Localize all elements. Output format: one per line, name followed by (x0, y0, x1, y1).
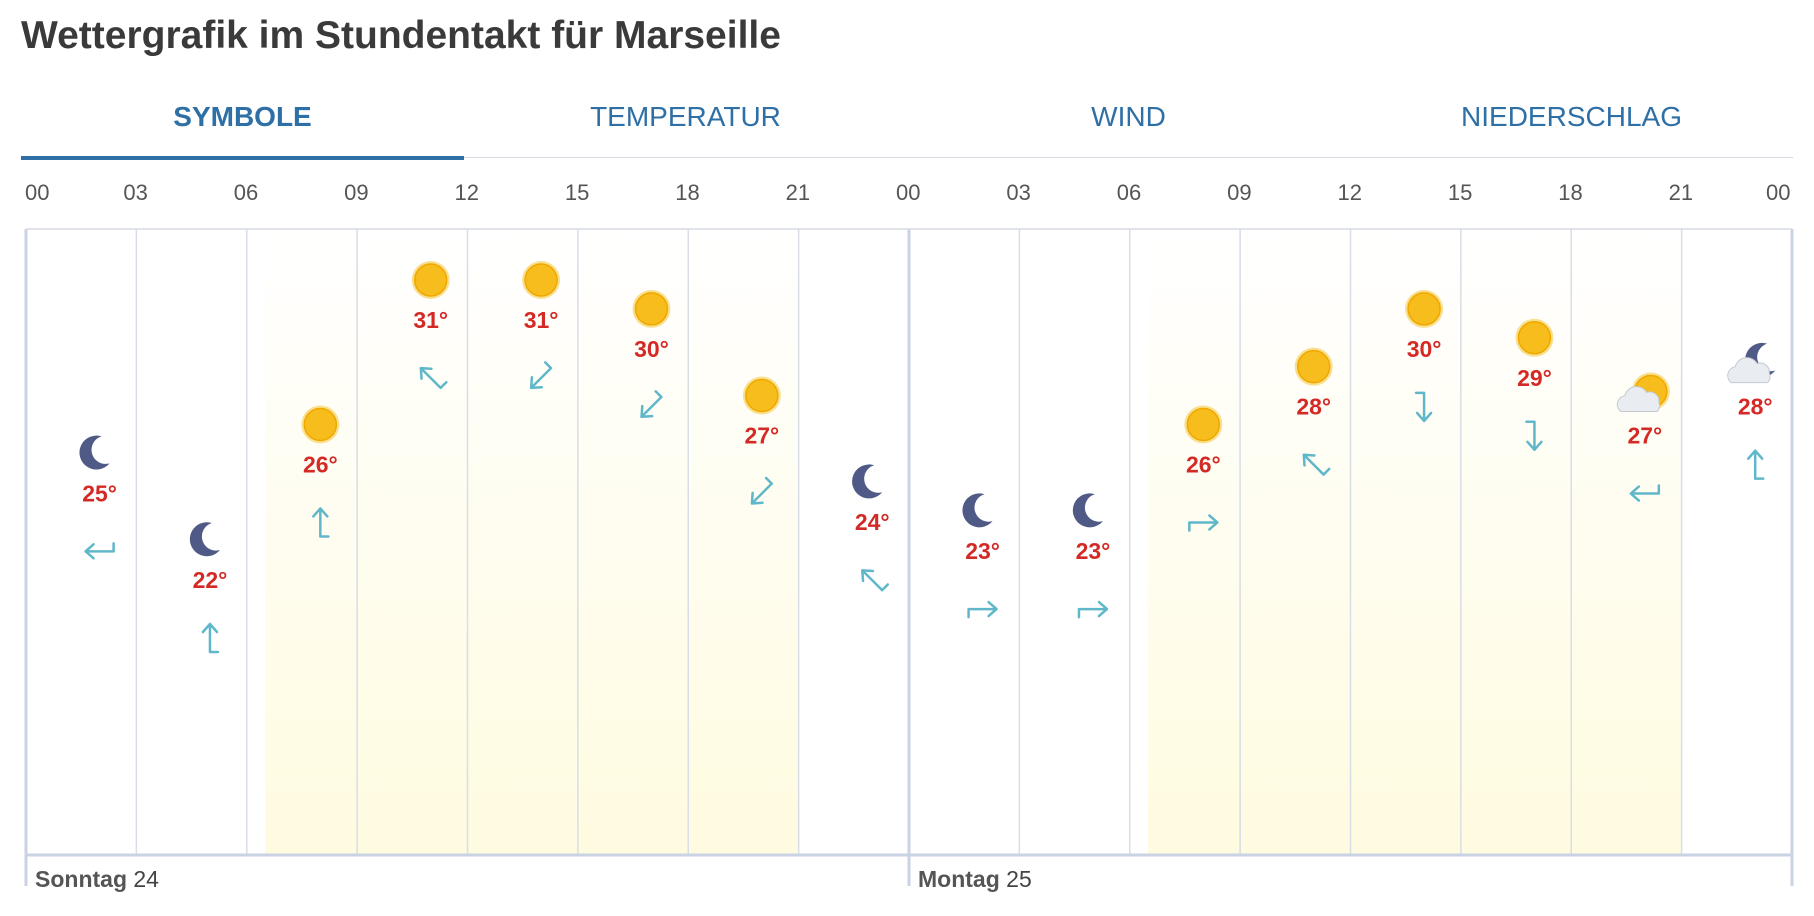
hour-tick-label: 18 (1558, 180, 1583, 205)
wind-arrow (1414, 391, 1433, 423)
hour-tick-label: 06 (1116, 180, 1142, 205)
wind-arrow (1077, 600, 1109, 619)
hour-forecast: 24° (852, 464, 890, 592)
tab-symbole[interactable]: SYMBOLE (173, 101, 312, 132)
day-label-sunday: Sonntag 24 (35, 866, 159, 893)
daylight-band (1148, 229, 1682, 855)
hour-tick-label: 12 (454, 180, 479, 205)
wind-arrow (84, 542, 115, 560)
daylight-band (265, 229, 799, 855)
wind-arrow (750, 476, 773, 505)
hour-forecast: 28° (1294, 347, 1333, 476)
hour-forecast: 26° (301, 405, 340, 538)
hour-tick-label: 00 (1766, 180, 1791, 205)
wind-arrow (1629, 484, 1661, 502)
page-title: Wettergrafik im Stundentakt für Marseill… (21, 14, 781, 57)
moon-shape (852, 464, 883, 499)
temperature-label: 31° (524, 307, 559, 333)
hour-forecast: 31° (522, 261, 561, 390)
day-name: Montag (918, 866, 1000, 892)
moon-shape (1072, 493, 1103, 528)
hour-forecast: 30° (632, 289, 671, 419)
hour-forecast: 31° (411, 261, 450, 390)
tab-niederschlag[interactable]: NIEDERSCHLAG (1461, 101, 1682, 132)
temperature-label: 29° (1517, 365, 1552, 391)
sun-disc (745, 378, 779, 413)
sun-disc (1407, 292, 1441, 326)
wind-arrow (861, 569, 890, 592)
hour-forecast: 27° (742, 376, 781, 505)
temperature-label: 30° (634, 336, 669, 362)
wind-arrow (1188, 514, 1219, 532)
wind-arrow (312, 507, 330, 538)
hour-tick-label: 09 (344, 180, 369, 205)
tab-temperatur[interactable]: TEMPERATUR (590, 101, 781, 132)
temperature-label: 27° (744, 423, 779, 449)
temperature-label: 23° (1076, 538, 1111, 564)
wind-arrow (1746, 449, 1765, 480)
hour-forecast: 26° (1184, 405, 1223, 532)
temperature-label: 25° (82, 480, 117, 506)
hour-tick-label: 12 (1337, 180, 1362, 205)
temperature-label: 28° (1738, 394, 1773, 420)
temperature-label: 22° (193, 567, 228, 593)
sun-disc (524, 263, 558, 297)
hour-forecast: 25° (79, 435, 117, 560)
hour-tick-label: 06 (233, 180, 259, 205)
hour-tick-label: 15 (1447, 180, 1473, 205)
sun-disc (1517, 321, 1552, 355)
moon-shape (189, 522, 220, 557)
hour-tick-label: 18 (675, 180, 700, 205)
cloud-shape (1727, 357, 1771, 384)
moon-shape (79, 435, 110, 470)
day-label-monday: Montag 25 (918, 866, 1032, 893)
day-date: 24 (133, 866, 159, 892)
sun-disc (634, 292, 669, 326)
temperature-label: 27° (1627, 423, 1662, 449)
wind-arrow (967, 600, 998, 619)
sun-disc (1296, 349, 1331, 384)
hour-forecast: 22° (189, 522, 228, 654)
hour-forecast: 29° (1515, 318, 1554, 452)
hour-forecast: 28° (1727, 342, 1776, 480)
hour-tick-label: 09 (1227, 180, 1252, 205)
wind-arrow (1302, 453, 1331, 476)
temperature-label: 26° (303, 451, 338, 477)
hour-tick-label: 03 (123, 180, 148, 205)
cloud-shape (1616, 386, 1661, 413)
tab-wind[interactable]: WIND (1091, 101, 1166, 132)
hour-tick-label: 21 (1668, 180, 1694, 205)
tabs-divider (21, 157, 1793, 158)
temperature-label: 26° (1186, 451, 1221, 477)
sun-disc (413, 263, 448, 297)
active-tab-indicator (21, 156, 464, 160)
temperature-label: 31° (413, 307, 448, 333)
temperature-label: 24° (855, 509, 890, 535)
sun-disc (303, 407, 338, 442)
wind-arrow (201, 622, 220, 654)
hour-axis: 00 03 06 09 12 15 18 21 00 03 06 09 12 15 18 21 00 (0, 180, 1814, 220)
hour-tick-label: 21 (785, 180, 811, 205)
hour-tick-label: 03 (1006, 180, 1031, 205)
day-date: 25 (1006, 866, 1032, 892)
wind-arrow (640, 390, 663, 419)
hour-forecast: 30° (1405, 289, 1444, 423)
hour-forecast: 23° (1072, 493, 1111, 619)
hour-tick-label: 00 (896, 180, 921, 205)
wind-arrow (529, 361, 553, 390)
hour-tick-label: 15 (564, 180, 590, 205)
wind-arrow (419, 366, 448, 390)
moon-shape (962, 493, 993, 528)
day-name: Sonntag (35, 866, 127, 892)
temperature-label: 23° (965, 538, 1000, 564)
hour-forecast: 27° (1616, 372, 1670, 502)
temperature-label: 30° (1407, 336, 1442, 362)
hour-forecast: 23° (962, 493, 1000, 619)
wind-arrow (1525, 420, 1543, 452)
tab-bar: SYMBOLE TEMPERATUR WIND NIEDERSCHLAG (21, 75, 1793, 160)
temperature-label: 28° (1296, 394, 1331, 420)
hour-tick-label: 00 (25, 180, 50, 205)
sun-disc (1186, 407, 1221, 442)
